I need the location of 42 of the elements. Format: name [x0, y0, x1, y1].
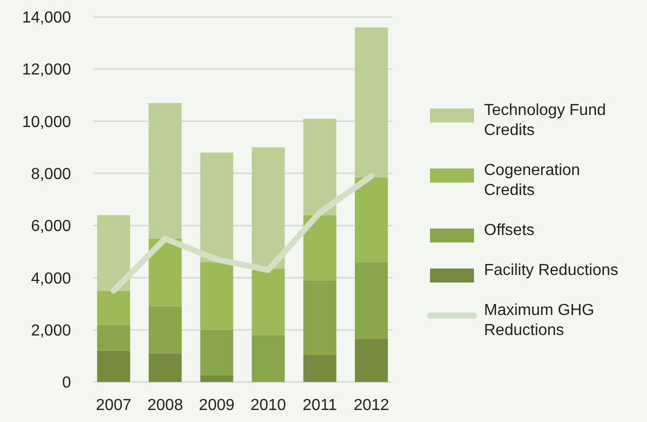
bar — [354, 262, 388, 339]
y-tick-label: 8,000 — [30, 166, 72, 184]
legend-label: Facility Reductions — [484, 262, 618, 280]
y-tick-label: 6,000 — [30, 218, 72, 236]
bar — [97, 290, 130, 325]
y-tick-label: 14,000 — [22, 10, 72, 27]
bar — [97, 215, 130, 291]
bar — [303, 215, 336, 280]
y-tick-label: 4,000 — [30, 270, 72, 288]
bar — [200, 375, 234, 382]
legend-label: Maximum GHG Reductions — [484, 302, 594, 340]
bar — [354, 177, 388, 262]
bar — [148, 238, 182, 306]
y-tick-label: 12,000 — [22, 62, 72, 79]
legend-label: Offsets — [484, 222, 534, 240]
x-tick-label: 2009 — [198, 397, 235, 414]
bar — [148, 353, 182, 382]
y-tick-label: 2,000 — [30, 322, 72, 340]
bar — [148, 306, 182, 354]
bar — [354, 338, 388, 382]
x-tick-label: 2012 — [354, 397, 390, 414]
legend-label: Technology Fund Credits — [484, 102, 606, 140]
bar — [148, 103, 182, 239]
bar — [252, 335, 285, 382]
bar — [200, 262, 234, 330]
x-tick-label: 2008 — [147, 397, 184, 414]
bar — [200, 330, 234, 376]
bar — [252, 147, 285, 269]
y-tick-label: 10,000 — [22, 114, 72, 131]
x-tick-label: 2007 — [96, 397, 132, 414]
x-tick-label: 2011 — [302, 397, 338, 414]
bar — [354, 27, 388, 178]
bar — [252, 268, 285, 336]
bar — [303, 118, 336, 216]
bar — [200, 152, 234, 262]
bar — [97, 324, 130, 351]
bar — [303, 354, 336, 382]
legend-label: Cogeneration Credits — [484, 162, 580, 200]
bar — [303, 280, 336, 355]
bar — [97, 350, 130, 382]
x-tick-label: 2010 — [250, 397, 286, 414]
y-tick-label: 0 — [62, 374, 72, 392]
